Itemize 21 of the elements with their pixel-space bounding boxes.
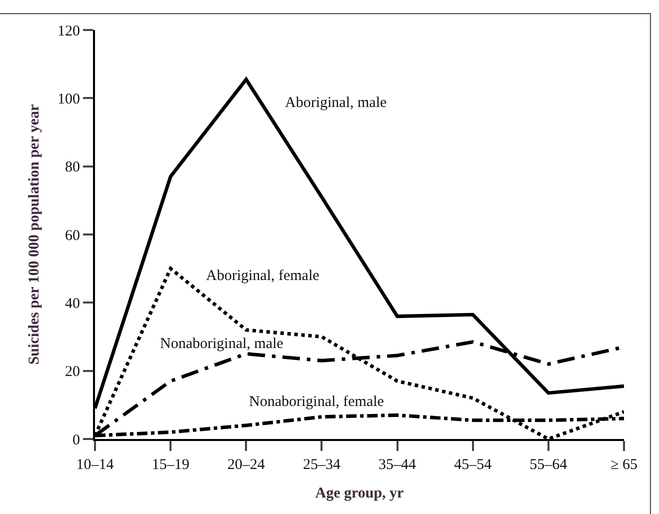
- x-tick-label: 10–14: [76, 457, 114, 473]
- x-tick-label: 55–64: [530, 457, 568, 473]
- annotation: Nonaboriginal, male: [160, 336, 284, 352]
- y-tick-label: 40: [65, 296, 80, 312]
- x-tick-label: 35–44: [378, 457, 417, 473]
- y-tick-label: 20: [65, 364, 80, 380]
- annotation: Aboriginal, female: [206, 268, 320, 284]
- x-tick-label: 25–34: [302, 457, 341, 473]
- annotation: Nonaboriginal, female: [249, 394, 384, 410]
- y-tick-label: 120: [58, 23, 80, 40]
- x-axis-title: Age group, yr: [315, 486, 404, 502]
- x-tick-label: ≥ 65: [610, 457, 638, 473]
- y-tick-label: 60: [65, 228, 80, 244]
- y-tick-label: 80: [65, 160, 80, 176]
- x-tick-label: 20–24: [227, 457, 266, 473]
- x-tick-label: 45–54: [454, 457, 492, 473]
- y-tick-label: 100: [58, 91, 80, 108]
- annotation: Aboriginal, male: [285, 95, 387, 111]
- x-tick-label: 15–19: [152, 457, 190, 473]
- y-axis-title: Suicides per 100 000 population per year: [26, 104, 42, 365]
- y-tick-label: 0: [72, 432, 80, 448]
